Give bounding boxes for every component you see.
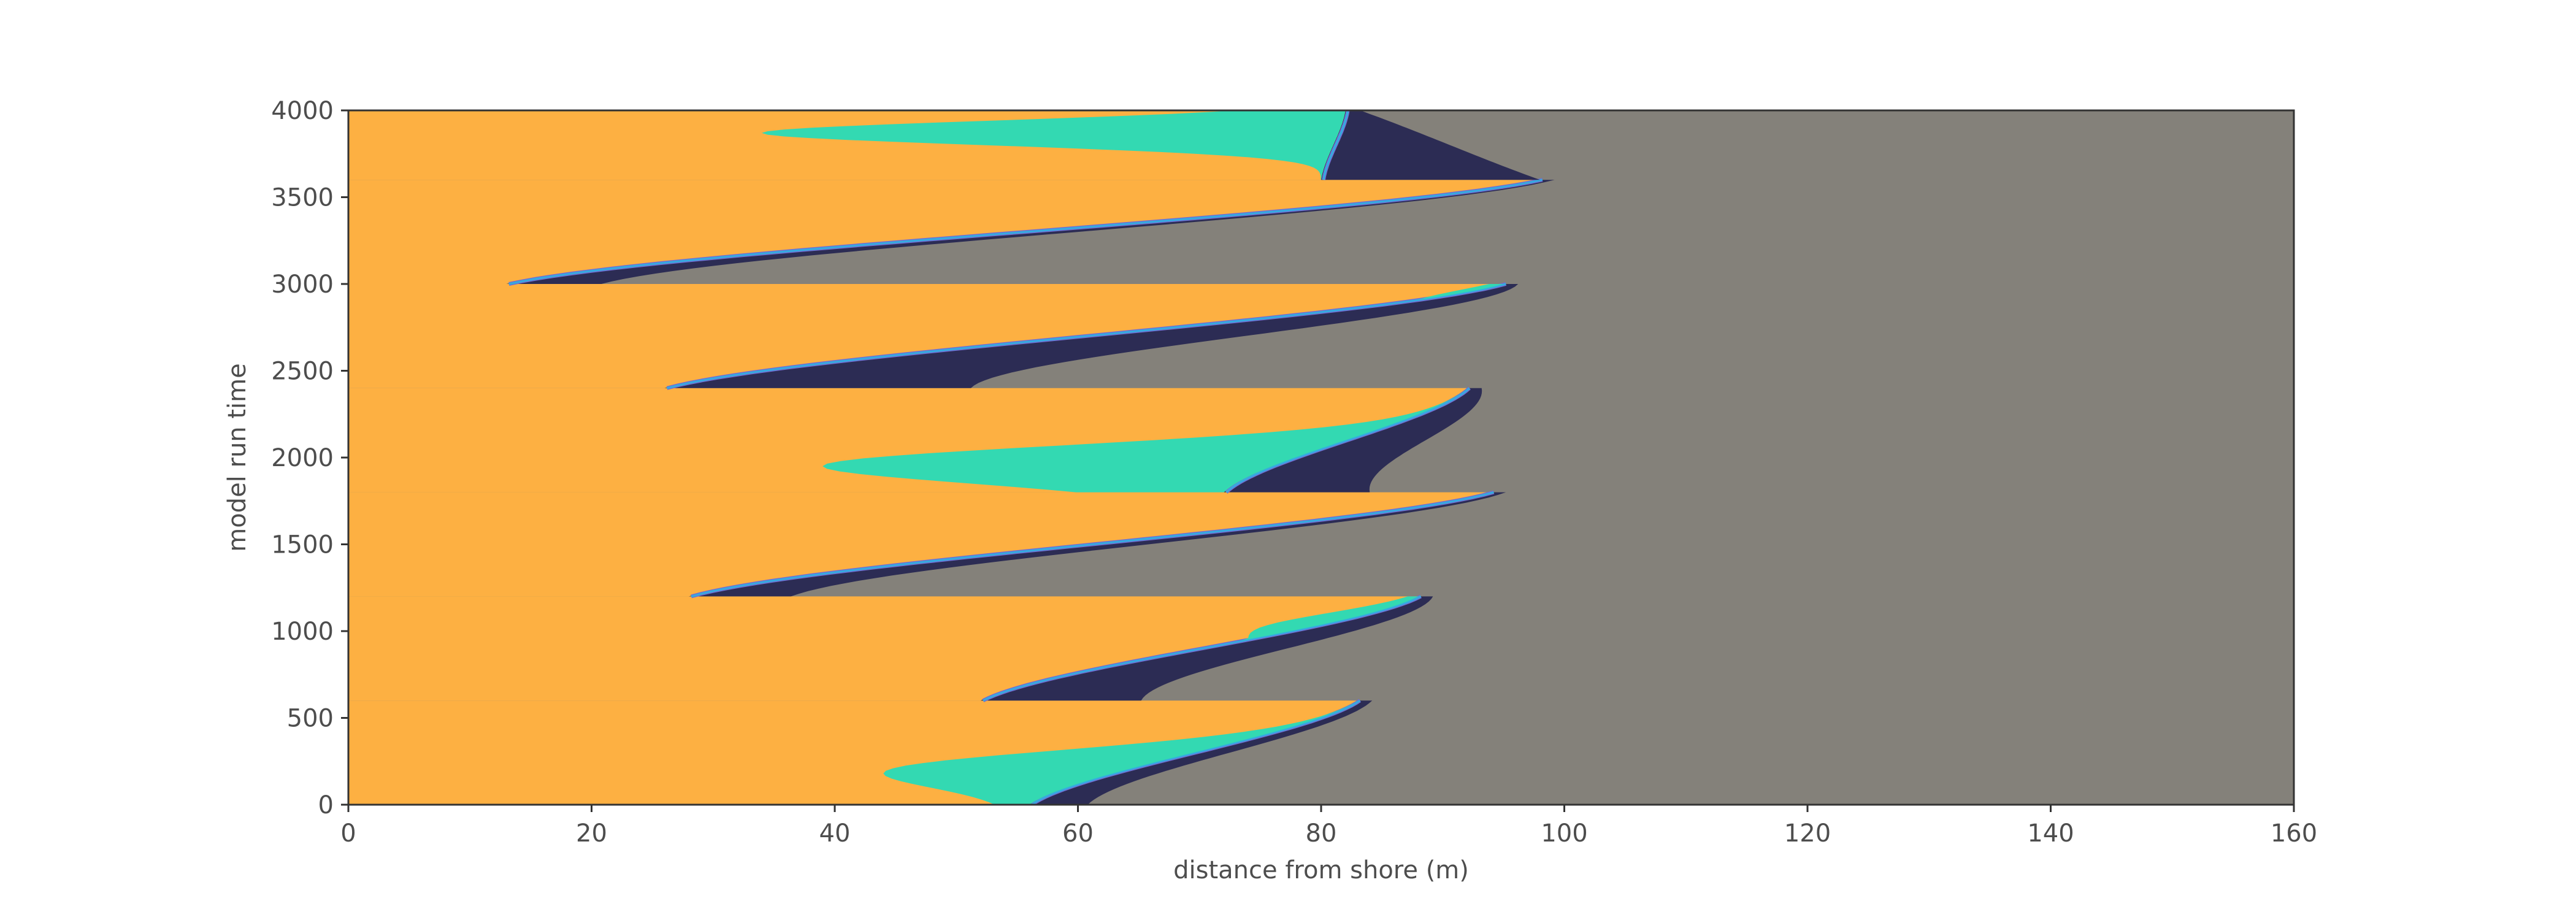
blue-band bbox=[1322, 110, 1349, 180]
shallow-zone bbox=[348, 700, 1358, 805]
x-tick-label: 20 bbox=[576, 819, 607, 848]
y-tick-label: 2000 bbox=[271, 444, 334, 472]
x-tick-label: 160 bbox=[2271, 819, 2317, 848]
plot-area bbox=[348, 110, 2294, 805]
x-tick-label: 0 bbox=[340, 819, 356, 848]
y-tick-label: 500 bbox=[287, 705, 334, 733]
cycle-3 bbox=[348, 386, 1482, 494]
blue-band bbox=[1031, 699, 1361, 805]
y-axis-label: model run time bbox=[223, 363, 251, 552]
y-tick-label: 3500 bbox=[271, 184, 334, 212]
x-axis: 0 20 40 60 80 100 120 140 160 bbox=[340, 805, 2317, 848]
blue-band bbox=[667, 283, 1506, 389]
cycle-6 bbox=[348, 110, 1540, 180]
x-tick-label: 120 bbox=[1784, 819, 1831, 848]
teal-band bbox=[762, 110, 1346, 180]
shallow-zone bbox=[348, 492, 1492, 597]
cycle-4 bbox=[348, 282, 1519, 390]
x-tick-label: 40 bbox=[819, 819, 851, 848]
y-tick-label: 3000 bbox=[271, 270, 334, 299]
cycle-1 bbox=[348, 594, 1433, 702]
y-tick-label: 0 bbox=[318, 791, 334, 819]
teal-band bbox=[980, 596, 1419, 701]
x-axis-label: distance from shore (m) bbox=[1173, 856, 1469, 884]
blue-band bbox=[983, 596, 1422, 702]
blue-band bbox=[508, 178, 1543, 285]
shallow-zone bbox=[348, 284, 1504, 388]
y-tick-label: 1000 bbox=[271, 618, 334, 646]
shallow-zone bbox=[348, 596, 1419, 701]
y-tick-label: 2500 bbox=[271, 358, 334, 386]
x-tick-label: 100 bbox=[1541, 819, 1587, 848]
teal-band bbox=[883, 700, 1358, 805]
y-axis: 0 500 1000 1500 2000 2500 3000 3500 4000 bbox=[271, 97, 348, 819]
y-tick-label: 1500 bbox=[271, 531, 334, 559]
navy-band bbox=[1321, 110, 1540, 180]
cycle-2 bbox=[348, 490, 1506, 599]
x-tick-label: 140 bbox=[2027, 819, 2074, 848]
teal-band bbox=[822, 388, 1467, 493]
x-tick-label: 60 bbox=[1062, 819, 1094, 848]
blue-band bbox=[1225, 387, 1470, 493]
y-tick-label: 4000 bbox=[271, 97, 334, 125]
cycle-0 bbox=[348, 699, 1373, 805]
blue-band bbox=[691, 491, 1494, 597]
shallow-zone bbox=[348, 180, 1540, 284]
cycle-5 bbox=[348, 178, 1555, 286]
x-tick-label: 80 bbox=[1306, 819, 1337, 848]
